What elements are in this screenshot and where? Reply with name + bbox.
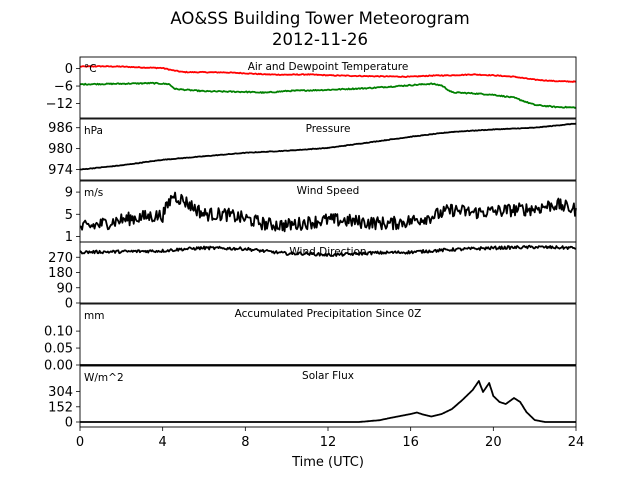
x-axis-label: Time (UTC) — [291, 455, 364, 470]
x-tick-label: 8 — [241, 435, 249, 450]
y-tick-label: 986 — [48, 121, 73, 136]
wind-speed-series-line-1 — [79, 191, 577, 233]
wind-speed-panel-title: Wind Speed — [297, 185, 360, 197]
wind-direction-panel-title: Wind Direction — [289, 246, 366, 258]
y-tick-label: 974 — [48, 163, 73, 178]
pressure-panel-title: Pressure — [306, 123, 351, 135]
y-tick-label: 90 — [56, 281, 73, 296]
y-tick-label: 0 — [65, 62, 73, 77]
temperature-unit-label: °C — [84, 63, 97, 75]
precipitation-panel-frame — [79, 303, 577, 366]
solar-flux-series-line-1 — [80, 380, 576, 423]
temperature-series-line-2 — [79, 81, 577, 109]
precipitation-panel-title: Accumulated Precipitation Since 0Z — [235, 308, 422, 320]
y-tick-label: 0 — [65, 416, 73, 431]
x-axis: 0 4 8 12 16 20 24 — [76, 427, 584, 450]
y-tick-label: 152 — [48, 400, 73, 415]
precipitation-unit-label: mm — [84, 310, 104, 322]
temperature-panel-title: Air and Dewpoint Temperature — [248, 61, 409, 73]
y-tick-label: 270 — [48, 251, 73, 266]
y-tick-label: 1 — [65, 230, 73, 245]
x-tick-label: 0 — [76, 435, 84, 450]
y-tick-label: 9 — [65, 186, 73, 201]
pressure-panel-frame — [79, 118, 577, 181]
y-tick-label: 0.05 — [44, 342, 73, 357]
y-tick-label: −6 — [54, 80, 73, 95]
wind-direction-panel-frame — [79, 241, 577, 304]
panel-temperature: 0 −6 −12 Air and Dewpoint Temperature °C — [46, 56, 577, 119]
x-tick-label: 4 — [159, 435, 167, 450]
y-tick-label: 980 — [48, 142, 73, 157]
solar-flux-unit-label: W/m^2 — [84, 372, 124, 384]
y-tick-label: 0 — [65, 297, 73, 312]
wind-direction-series-line-1 — [79, 244, 576, 257]
y-tick-label: 180 — [48, 266, 73, 281]
y-tick-label: 304 — [48, 385, 73, 400]
x-tick-label: 20 — [485, 435, 502, 450]
x-tick-label: 24 — [568, 435, 585, 450]
panel-precipitation: 0.10 0.05 0.00 Accumulated Precipitation Si… — [44, 303, 577, 374]
solar-flux-panel-title: Solar Flux — [302, 370, 354, 382]
temperature-series-line-1 — [79, 65, 577, 83]
figure-title-line2: 2012-11-26 — [272, 30, 368, 49]
x-tick-label: 12 — [320, 435, 337, 450]
panel-pressure: 986 980 974 Pressure hPa — [48, 118, 577, 181]
pressure-series-line-1 — [79, 122, 577, 171]
pressure-unit-label: hPa — [84, 125, 103, 137]
wind-speed-unit-label: m/s — [84, 187, 103, 199]
x-tick-label: 16 — [402, 435, 419, 450]
temperature-panel-frame — [79, 56, 577, 119]
y-tick-label: 0.10 — [44, 325, 73, 340]
panel-wind-speed: 9 5 1 Wind Speed m/s — [65, 180, 577, 245]
figure-title-line1: AO&SS Building Tower Meteorogram — [170, 9, 469, 28]
y-tick-label: 5 — [65, 208, 73, 223]
y-tick-label: −12 — [46, 97, 73, 112]
y-tick-label: 0.00 — [44, 359, 73, 374]
